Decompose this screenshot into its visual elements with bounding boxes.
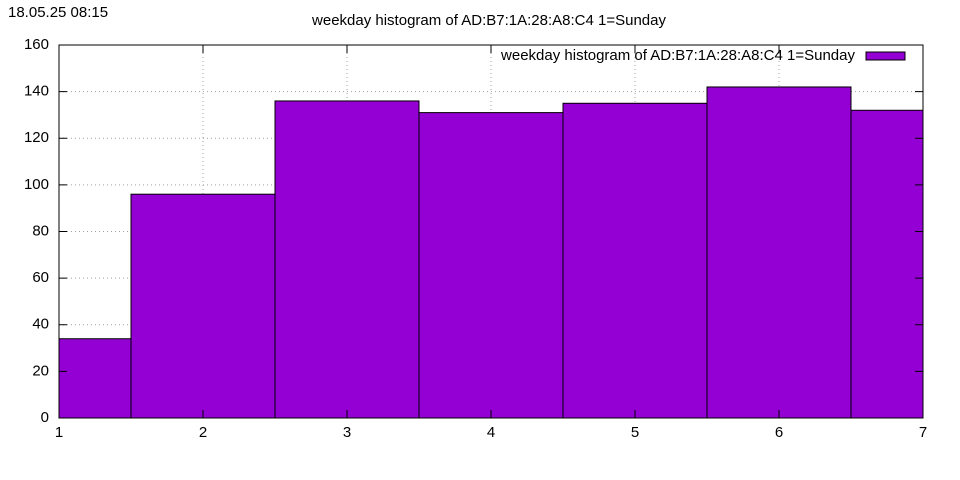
y-tick-label: 20 xyxy=(32,362,49,379)
y-tick-label: 120 xyxy=(24,129,49,146)
timestamp: 18.05.25 08:15 xyxy=(8,4,108,21)
bar xyxy=(274,100,420,418)
axes: 0 20 40 60 80 100 120 140 160 1 2 3 4 5 6 7 xyxy=(24,36,927,441)
bar xyxy=(130,193,276,418)
bar xyxy=(418,112,564,418)
y-tick-label: 0 xyxy=(41,409,49,426)
bar xyxy=(850,109,923,418)
plot-border xyxy=(58,44,924,419)
legend-label: weekday histogram of AD:B7:1A:28:A8:C4 1… xyxy=(500,47,855,64)
chart-title: weekday histogram of AD:B7:1A:28:A8:C4 1… xyxy=(311,12,666,29)
legend-swatch xyxy=(865,51,906,61)
bar xyxy=(562,102,708,418)
bar xyxy=(706,86,852,418)
bars xyxy=(59,86,923,418)
x-tick-label: 1 xyxy=(55,424,63,441)
y-tick-label: 40 xyxy=(32,316,49,333)
bar xyxy=(59,338,132,418)
y-tick-label: 60 xyxy=(32,269,49,286)
x-tick-label: 3 xyxy=(343,424,351,441)
y-tick-label: 80 xyxy=(32,222,49,239)
x-tick-label: 7 xyxy=(919,424,927,441)
y-tick-label: 100 xyxy=(24,176,49,193)
x-tick-label: 6 xyxy=(775,424,783,441)
y-tick-label: 140 xyxy=(24,83,49,100)
x-tick-label: 2 xyxy=(199,424,207,441)
x-tick-label: 5 xyxy=(631,424,639,441)
x-tick-label: 4 xyxy=(487,424,495,441)
y-tick-label: 160 xyxy=(24,36,49,53)
